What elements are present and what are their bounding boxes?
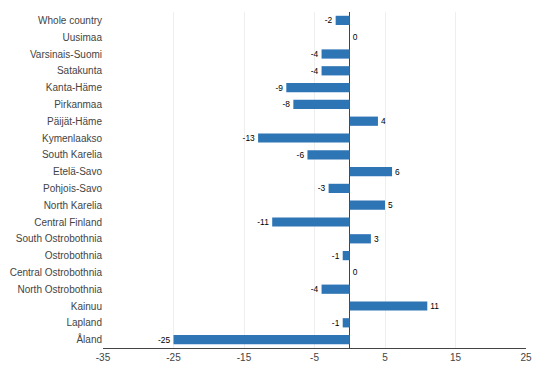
svg-text:Etelä-Savo: Etelä-Savo <box>53 166 102 177</box>
svg-text:Päijät-Häme: Päijät-Häme <box>47 116 102 127</box>
svg-text:Varsinais-Suomi: Varsinais-Suomi <box>30 49 102 60</box>
svg-text:-4: -4 <box>311 284 319 294</box>
svg-text:-5: -5 <box>310 352 319 363</box>
svg-text:Whole country: Whole country <box>38 15 102 26</box>
svg-text:North Ostrobothnia: North Ostrobothnia <box>18 284 103 295</box>
svg-text:-15: -15 <box>237 352 252 363</box>
svg-text:North Karelia: North Karelia <box>44 200 103 211</box>
svg-text:Uusimaa: Uusimaa <box>63 32 103 43</box>
svg-text:Central Ostrobothnia: Central Ostrobothnia <box>10 267 103 278</box>
svg-text:-3: -3 <box>318 183 326 193</box>
svg-text:3: 3 <box>374 234 379 244</box>
svg-text:-8: -8 <box>283 99 291 109</box>
svg-text:Central Finland: Central Finland <box>34 217 102 228</box>
svg-text:0: 0 <box>353 267 358 277</box>
svg-text:-4: -4 <box>311 49 319 59</box>
svg-text:-11: -11 <box>257 217 269 227</box>
svg-text:Kanta-Häme: Kanta-Häme <box>46 82 103 93</box>
svg-text:4: 4 <box>381 116 386 126</box>
svg-text:5: 5 <box>382 352 388 363</box>
svg-text:11: 11 <box>430 301 439 311</box>
svg-text:-1: -1 <box>332 318 340 328</box>
svg-text:-4: -4 <box>311 66 319 76</box>
svg-text:15: 15 <box>450 352 462 363</box>
svg-text:25: 25 <box>520 352 532 363</box>
svg-text:-25: -25 <box>158 335 170 345</box>
svg-text:Ostrobothnia: Ostrobothnia <box>45 250 103 261</box>
svg-text:-13: -13 <box>243 133 255 143</box>
svg-text:Åland: Åland <box>76 333 102 345</box>
svg-text:5: 5 <box>388 200 393 210</box>
svg-text:-6: -6 <box>297 150 305 160</box>
svg-text:South Ostrobothnia: South Ostrobothnia <box>16 233 103 244</box>
svg-text:-1: -1 <box>332 251 340 261</box>
svg-text:-35: -35 <box>96 352 111 363</box>
svg-text:Lapland: Lapland <box>66 317 102 328</box>
svg-text:Satakunta: Satakunta <box>57 65 102 76</box>
svg-text:0: 0 <box>353 32 358 42</box>
svg-text:Pohjois-Savo: Pohjois-Savo <box>43 183 102 194</box>
svg-text:-2: -2 <box>325 15 333 25</box>
svg-text:-9: -9 <box>275 83 283 93</box>
svg-text:Kainuu: Kainuu <box>71 301 102 312</box>
svg-text:Pirkanmaa: Pirkanmaa <box>54 99 102 110</box>
svg-text:6: 6 <box>395 167 400 177</box>
svg-text:Kymenlaakso: Kymenlaakso <box>42 133 102 144</box>
svg-text:-25: -25 <box>166 352 181 363</box>
svg-text:South Karelia: South Karelia <box>42 149 102 160</box>
